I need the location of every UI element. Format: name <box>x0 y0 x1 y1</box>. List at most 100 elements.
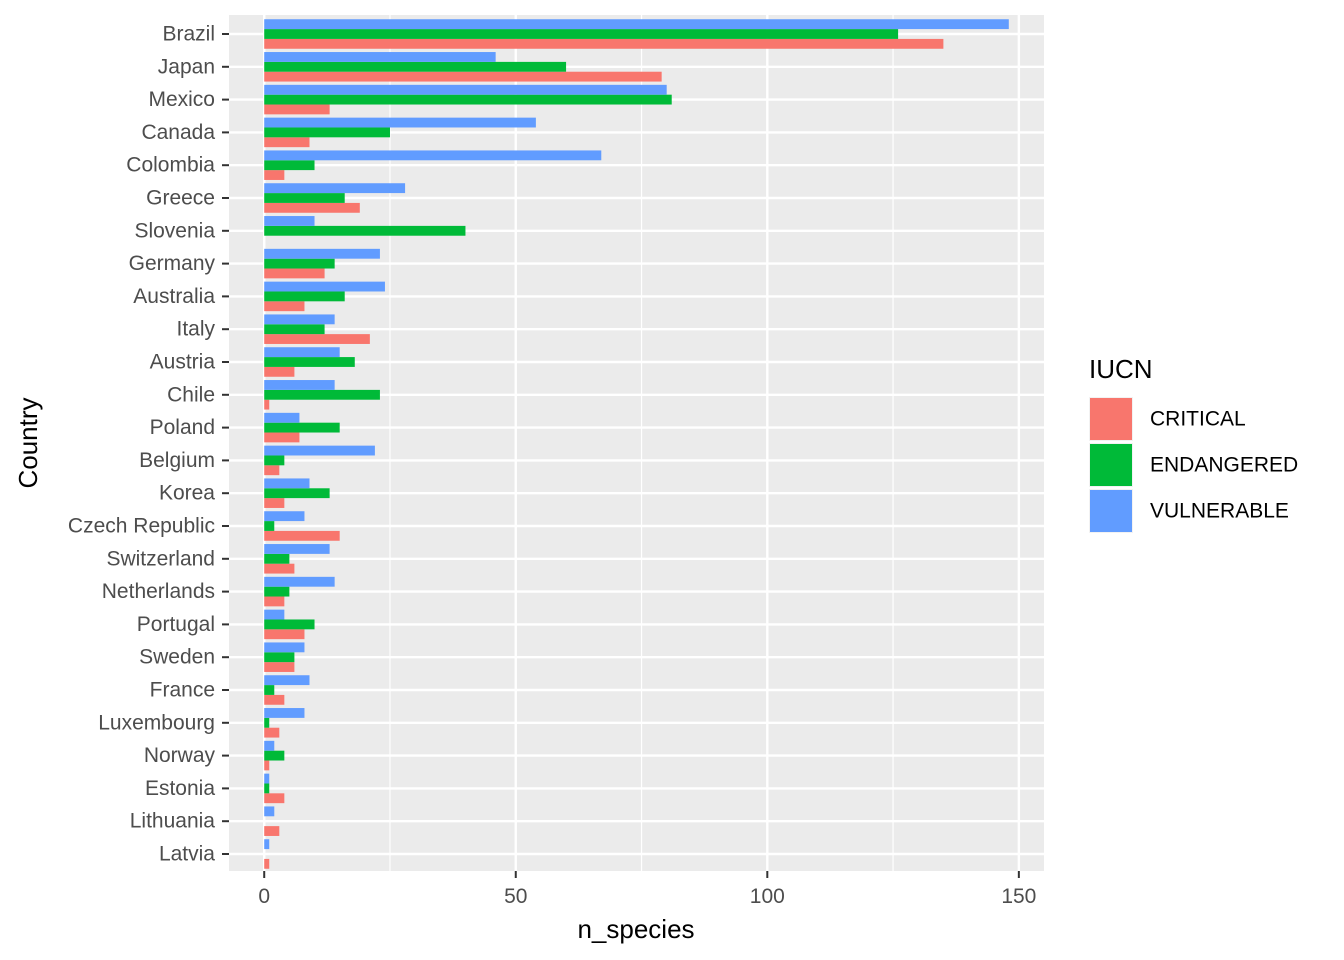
bar-critical-japan <box>264 71 662 82</box>
y-tick-label: Korea <box>159 482 215 505</box>
bar-critical-italy <box>264 334 370 344</box>
bar-vulnerable-greece <box>264 183 406 194</box>
bar-vulnerable-canada <box>264 117 536 128</box>
legend-label-critical: CRITICAL <box>1150 408 1246 431</box>
x-axis: 0 50 100 150 <box>258 871 1036 908</box>
bar-vulnerable-france <box>264 675 310 686</box>
y-tick-label: Slovenia <box>134 219 215 242</box>
legend-title: IUCN <box>1089 354 1153 384</box>
y-tick-label: Portugal <box>137 613 215 636</box>
legend-key-endangered <box>1090 444 1132 486</box>
y-tick-label: Luxembourg <box>98 711 215 734</box>
y-tick-label: Switzerland <box>106 547 215 570</box>
bar-critical-switzerland <box>264 563 295 574</box>
bar-critical-poland <box>264 432 300 443</box>
x-tick-label: 50 <box>504 885 527 908</box>
bar-endangered-japan <box>264 61 567 72</box>
y-axis: Brazil Japan Mexico Canada Colombia Greece Slo… <box>68 23 229 866</box>
bar-critical-estonia <box>264 793 285 804</box>
x-axis-title: n_species <box>577 914 694 944</box>
bar-endangered-chile <box>264 389 380 400</box>
bar-critical-belgium <box>264 465 280 476</box>
bar-vulnerable-brazil <box>264 19 1009 30</box>
bar-vulnerable-belgium <box>264 445 375 456</box>
bar-critical-mexico <box>264 104 330 115</box>
bar-critical-austria <box>264 366 295 377</box>
y-tick-label: Netherlands <box>102 580 215 603</box>
bar-vulnerable-switzerland <box>264 544 330 554</box>
bar-critical-chile <box>264 399 270 410</box>
bar-critical-latvia <box>264 858 270 869</box>
y-tick-label: Sweden <box>139 646 215 669</box>
bar-critical-canada <box>264 137 310 148</box>
bar-vulnerable-japan <box>264 52 496 62</box>
bar-endangered-austria <box>264 357 355 367</box>
bar-vulnerable-australia <box>264 281 385 292</box>
y-tick-label: Lithuania <box>130 810 216 833</box>
bar-endangered-canada <box>264 127 390 138</box>
y-tick-label: Canada <box>141 121 215 144</box>
bar-vulnerable-luxembourg <box>264 708 305 718</box>
y-tick-label: Poland <box>150 416 215 439</box>
bar-vulnerable-mexico <box>264 84 667 95</box>
bar-endangered-france <box>264 685 275 695</box>
x-tick-label: 0 <box>258 885 270 908</box>
bar-vulnerable-germany <box>264 248 380 259</box>
bar-endangered-australia <box>264 291 345 302</box>
bar-critical-greece <box>264 202 360 213</box>
y-tick-label: Czech Republic <box>68 515 215 538</box>
bar-vulnerable-austria <box>264 347 340 358</box>
y-tick-label: Australia <box>133 285 215 308</box>
bar-vulnerable-poland <box>264 412 300 423</box>
bar-vulnerable-italy <box>264 314 335 325</box>
bar-endangered-greece <box>264 193 345 203</box>
bar-critical-netherlands <box>264 596 285 607</box>
y-tick-label: France <box>150 679 215 702</box>
bar-vulnerable-portugal <box>264 609 285 620</box>
y-tick-label: Austria <box>150 351 216 374</box>
y-tick-label: Chile <box>167 383 215 406</box>
bar-endangered-portugal <box>264 619 315 630</box>
bar-endangered-mexico <box>264 94 672 105</box>
bar-critical-luxembourg <box>264 727 280 738</box>
bar-vulnerable-colombia <box>264 150 602 161</box>
y-tick-label: Mexico <box>148 88 215 111</box>
major-gridlines <box>229 15 1044 871</box>
bar-endangered-czech-republic <box>264 521 275 531</box>
bar-vulnerable-estonia <box>264 773 270 784</box>
bar-critical-czech-republic <box>264 530 340 541</box>
bar-critical-colombia <box>264 170 285 180</box>
y-tick-label: Japan <box>158 55 215 78</box>
y-tick-label: Italy <box>176 318 215 341</box>
bar-vulnerable-sweden <box>264 642 305 653</box>
plot-panel <box>229 15 1044 871</box>
bar-critical-germany <box>264 268 325 279</box>
bar-endangered-sweden <box>264 652 295 663</box>
bar-vulnerable-latvia <box>264 839 270 850</box>
bar-vulnerable-lithuania <box>264 806 275 817</box>
bar-endangered-belgium <box>264 455 285 466</box>
y-tick-label: Brazil <box>162 23 215 46</box>
bar-endangered-luxembourg <box>264 717 270 728</box>
bar-critical-brazil <box>264 38 944 49</box>
y-tick-label: Latvia <box>159 843 215 866</box>
legend-key-vulnerable <box>1090 490 1132 532</box>
bar-vulnerable-slovenia <box>264 216 315 226</box>
bar-endangered-estonia <box>264 783 270 794</box>
bar-vulnerable-norway <box>264 740 275 751</box>
bar-endangered-colombia <box>264 160 315 171</box>
bar-endangered-norway <box>264 750 285 761</box>
bar-endangered-netherlands <box>264 586 290 597</box>
legend-label-vulnerable: VULNERABLE <box>1150 500 1289 523</box>
bar-critical-portugal <box>264 629 305 640</box>
bar-endangered-germany <box>264 258 335 269</box>
bar-endangered-italy <box>264 324 325 335</box>
y-axis-title: Country <box>13 397 43 488</box>
bar-critical-france <box>264 694 285 705</box>
bar-endangered-korea <box>264 488 330 499</box>
bar-endangered-brazil <box>264 29 899 39</box>
bar-critical-lithuania <box>264 826 280 836</box>
x-tick-label: 100 <box>750 885 785 908</box>
legend: IUCN CRITICAL ENDANGERED VULNERABLE <box>1089 354 1298 533</box>
